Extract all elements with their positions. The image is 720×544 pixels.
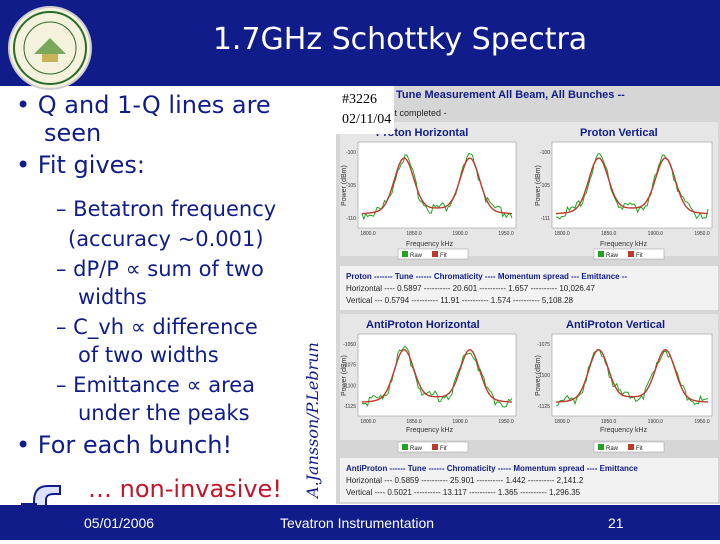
xtick-label: 1800.0 <box>554 231 570 237</box>
fit-spectrum-line <box>361 349 513 403</box>
fit-spectrum-line <box>555 349 709 403</box>
fit-spectrum-line <box>361 157 513 215</box>
plot-title-antiproton-v: AntiProton Vertical <box>566 319 665 331</box>
antiproton-table-row-h: Horizontal --- 0.5859 ---------- 25.901 … <box>346 476 584 485</box>
xlabel-proton-v: Frequency kHz <box>600 241 648 248</box>
svg-text:Raw: Raw <box>606 446 619 452</box>
footer-date: 05/01/2006 <box>84 515 155 531</box>
xtick-label: 1950.0 <box>694 419 710 425</box>
sub-bullet-4: – Emittance ∝ area <box>56 373 256 397</box>
xtick-label: 1850.0 <box>601 419 617 425</box>
ytick-label: -1050 <box>343 342 356 348</box>
stamp-label: #3226 02/11/04 <box>336 86 394 134</box>
ylabel-proton-v: Power (dBm) <box>535 165 542 206</box>
plot-area-antiproton-h <box>357 333 517 417</box>
proton-table-header: Proton ------- Tune ------ Chromaticity … <box>346 272 627 281</box>
status-text: Measurement completed - <box>342 108 447 118</box>
bullet-non-invasive: … non-invasive! <box>88 475 282 503</box>
logo-icon <box>8 6 92 90</box>
ytick-label: -110 <box>346 216 356 222</box>
xtick-label: 1850.0 <box>406 419 422 425</box>
legend-raw-swatch <box>402 251 408 257</box>
xtick-label: 1900.0 <box>452 419 468 425</box>
plot-area-proton-h <box>357 141 517 229</box>
plot-title-antiproton-h: AntiProton Horizontal <box>366 319 480 331</box>
footer-bar: 05/01/2006 Tevatron Instrumentation 21 <box>0 505 720 540</box>
xtick-label: 1850.0 <box>601 231 617 237</box>
slide-title: 1.7GHz Schottky Spectra <box>212 22 588 57</box>
raw-spectrum-line <box>361 345 513 408</box>
svg-text:Fit: Fit <box>636 446 643 452</box>
legend-fit-label: Fit <box>440 253 447 259</box>
antiproton-table-header: AntiProton ------ Tune ------ Chromatici… <box>346 464 638 473</box>
xlabel-antiproton-v: Frequency kHz <box>600 427 648 434</box>
legend-raw-label: Raw <box>410 253 423 259</box>
stamp-date: 02/11/04 <box>342 112 392 127</box>
xtick-label: 1950.0 <box>498 231 514 237</box>
plot-area-antiproton-v <box>551 333 713 417</box>
ytick-label: -100 <box>540 150 550 156</box>
sub-bullet-3-cont: of two widths <box>78 343 219 367</box>
legend-proton: Raw Fit Raw Fit <box>397 248 665 260</box>
ytick-label: -1100 <box>538 373 551 379</box>
xtick-label: 1800.0 <box>360 231 376 237</box>
xtick-label: 1900.0 <box>648 419 664 425</box>
bullet-1: • Q and 1-Q lines are <box>16 91 271 119</box>
proton-table-row-v: Vertical --- 0.5794 ---------- 11.91 ---… <box>346 296 574 305</box>
ytick-label: -111 <box>541 216 550 222</box>
sub-bullet-1-cont: (accuracy ~0.001) <box>68 227 264 251</box>
title-bar: 1.7GHz Schottky Spectra <box>0 0 720 90</box>
footer-title: Tevatron Instrumentation <box>280 515 435 531</box>
svg-text:Raw: Raw <box>606 253 619 259</box>
xlabel-antiproton-h: Frequency kHz <box>406 427 454 434</box>
sub-bullet-2-cont: widths <box>78 285 147 309</box>
svg-text:Raw: Raw <box>410 446 423 452</box>
sub-bullet-4-cont: under the peaks <box>78 401 250 425</box>
ytick-label: -100 <box>346 150 356 156</box>
ytick-label: -1075 <box>537 342 550 348</box>
ylabel-proton-h: Power (dBm) <box>341 165 348 206</box>
svg-text:Fit: Fit <box>440 446 447 452</box>
legend-antiproton: Raw Fit Raw Fit <box>397 441 665 453</box>
sub-bullet-2: – dP/P ∝ sum of two <box>56 257 264 281</box>
stamp-number: #3226 <box>342 92 377 107</box>
plot-title-proton-h: Proton Horizontal <box>376 127 468 139</box>
xtick-label: 1800.0 <box>554 419 570 425</box>
author-credit-text: A.Jansson/P.Lebrun <box>303 342 322 500</box>
bullet-1-cont: seen <box>44 119 102 147</box>
ytick-label: -1125 <box>344 404 357 410</box>
ytick-label: -105 <box>540 183 550 189</box>
xtick-label: 1900.0 <box>648 231 664 237</box>
ytick-label: -105 <box>346 183 356 189</box>
ytick-label: -1100 <box>344 383 357 389</box>
window-title: Tune Measurement All Beam, All Bunches -… <box>396 89 625 101</box>
sub-bullet-3: – C_vh ∝ difference <box>56 315 258 339</box>
plot-area-proton-v <box>551 141 713 229</box>
ytick-label: -1075 <box>343 363 356 369</box>
ylabel-antiproton-h: Power (dBm) <box>341 355 348 396</box>
fit-spectrum-line <box>555 157 709 215</box>
ytick-label: -1125 <box>538 404 551 410</box>
svg-text:Fit: Fit <box>636 253 643 259</box>
xtick-label: 1950.0 <box>694 231 710 237</box>
xtick-label: 1950.0 <box>498 419 514 425</box>
raw-spectrum-line <box>555 152 709 220</box>
legend-fit-swatch <box>432 251 438 257</box>
xtick-label: 1800.0 <box>360 419 376 425</box>
schottky-spectra-figure: Tune Measurement All Beam, All Bunches -… <box>336 86 720 504</box>
bullet-3: • For each bunch! <box>16 431 233 459</box>
footer-page-number: 21 <box>608 515 624 531</box>
sub-bullet-1: – Betatron frequency <box>56 197 277 221</box>
ylabel-antiproton-v: Power (dBm) <box>535 355 542 396</box>
plot-title-proton-v: Proton Vertical <box>580 127 658 139</box>
bullet-2: • Fit gives: <box>16 151 146 179</box>
author-credit: A.Jansson/P.Lebrun <box>300 250 324 500</box>
xtick-label: 1900.0 <box>452 231 468 237</box>
antiproton-table-row-v: Vertical ---- 0.5021 ---------- 13.117 -… <box>346 488 581 497</box>
xlabel-proton-h: Frequency kHz <box>406 241 454 248</box>
proton-table-row-h: Horizontal ---- 0.5897 ---------- 20.601… <box>346 284 595 293</box>
xtick-label: 1850.0 <box>406 231 422 237</box>
